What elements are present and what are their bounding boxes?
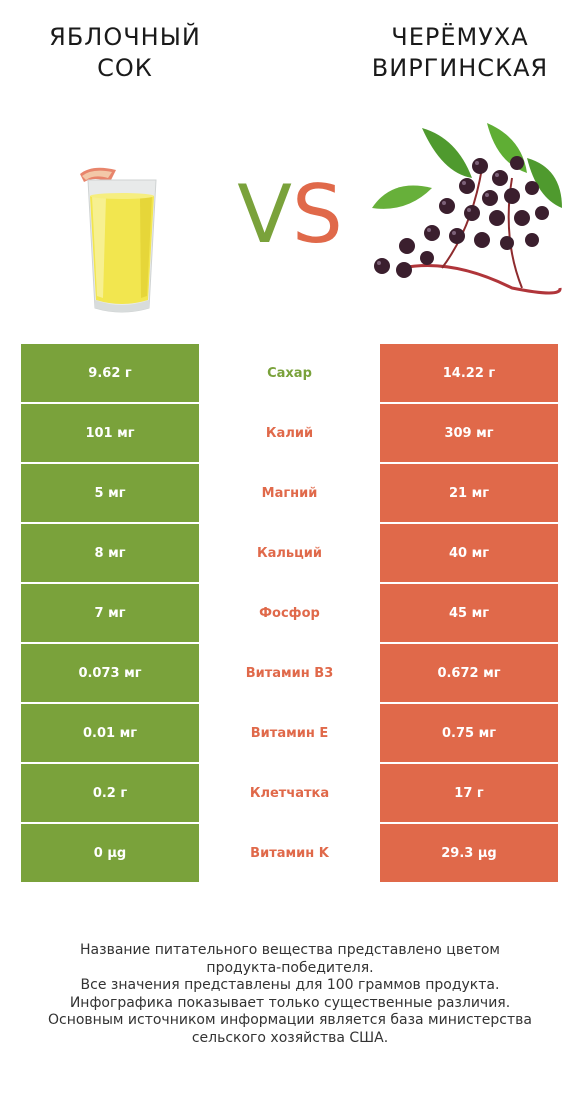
nutrient-comparison-table: 9.62 г Сахар 14.22 г 101 мг Калий 309 мг 5 мг М… (21, 343, 559, 883)
left-value-cell: 0.073 мг (21, 644, 199, 702)
nutrient-label-cell: Витамин E (201, 704, 378, 762)
table-row: 0.01 мг Витамин E 0.75 мг (21, 703, 559, 763)
nutrient-label-cell: Клетчатка (201, 764, 378, 822)
nutrient-label-cell: Витамин B3 (201, 644, 378, 702)
footer-line: Инфографика показывает только существенн… (69, 994, 511, 1011)
footer-line: Название питательного вещества представл… (80, 942, 500, 958)
footer-line: сельского хозяйства США. (191, 1029, 389, 1046)
right-value-cell: 0.75 мг (380, 704, 558, 762)
nutrient-label-cell: Фосфор (201, 584, 378, 642)
right-value-cell: 309 мг (380, 404, 558, 462)
right-value-cell: 14.22 г (380, 344, 558, 402)
left-value-cell: 5 мг (21, 464, 199, 522)
table-row: 5 мг Магний 21 мг (21, 463, 559, 523)
table-row: 9.62 г Сахар 14.22 г (21, 343, 559, 403)
footer-line: Основным источником информации является … (48, 1012, 532, 1028)
nutrient-label-cell: Кальций (201, 524, 378, 582)
apple-juice-image (80, 167, 157, 313)
right-title-line1: ЧЕРЁМУХА (391, 23, 529, 51)
table-row: 0.2 г Клетчатка 17 г (21, 763, 559, 823)
nutrient-label-cell: Калий (201, 404, 378, 462)
vs-letter-s: S (291, 168, 343, 261)
vs-letter-v: V (237, 168, 292, 261)
table-row: 0 µg Витамин K 29.3 µg (21, 823, 559, 883)
left-value-cell: 0.2 г (21, 764, 199, 822)
right-value-cell: 0.672 мг (380, 644, 558, 702)
footer-notes: Название питательного вещества представл… (0, 942, 580, 1047)
chokecherry-image (372, 123, 562, 295)
footer-line: Все значения представлены для 100 граммо… (80, 977, 500, 993)
table-row: 8 мг Кальций 40 мг (21, 523, 559, 583)
left-title-line1: ЯБЛОЧНЫЙ (49, 23, 201, 51)
right-title-line2: ВИРГИНСКАЯ (371, 54, 549, 82)
left-value-cell: 101 мг (21, 404, 199, 462)
nutrient-label-cell: Магний (201, 464, 378, 522)
left-value-cell: 0 µg (21, 824, 199, 882)
right-value-cell: 17 г (380, 764, 558, 822)
left-product-title: ЯБЛОЧНЫЙ СОК (0, 22, 250, 84)
table-row: 0.073 мг Витамин B3 0.672 мг (21, 643, 559, 703)
footer-line: продукта-победителя. (206, 959, 374, 976)
right-value-cell: 21 мг (380, 464, 558, 522)
left-value-cell: 9.62 г (21, 344, 199, 402)
right-value-cell: 45 мг (380, 584, 558, 642)
left-value-cell: 0.01 мг (21, 704, 199, 762)
table-row: 101 мг Калий 309 мг (21, 403, 559, 463)
left-title-line2: СОК (97, 54, 153, 82)
table-row: 7 мг Фосфор 45 мг (21, 583, 559, 643)
right-value-cell: 40 мг (380, 524, 558, 582)
nutrient-label-cell: Сахар (201, 344, 378, 402)
right-value-cell: 29.3 µg (380, 824, 558, 882)
vs-label: VS (218, 165, 362, 265)
left-value-cell: 8 мг (21, 524, 199, 582)
right-product-title: ЧЕРЁМУХА ВИРГИНСКАЯ (340, 22, 580, 84)
left-value-cell: 7 мг (21, 584, 199, 642)
nutrient-label-cell: Витамин K (201, 824, 378, 882)
